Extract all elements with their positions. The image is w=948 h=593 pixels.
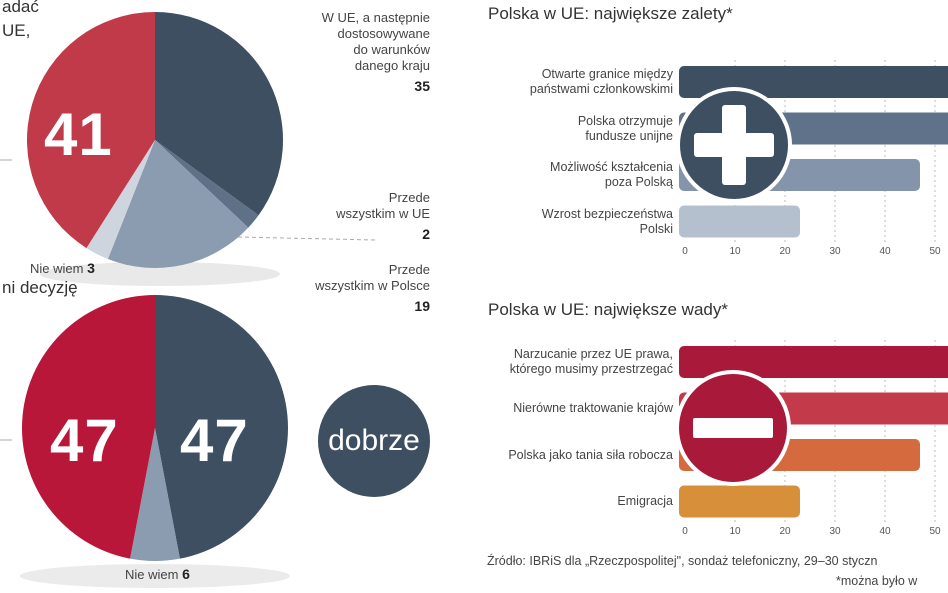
advantages-category-label: Polska otrzymuje fundusze unijne xyxy=(483,114,673,144)
advantages-category-line: Otwarte granice między xyxy=(541,67,673,81)
pie1-slice-1 xyxy=(155,12,283,216)
advantages-tick-label: 20 xyxy=(779,246,791,257)
label-mainly-ue-line-1: Przede xyxy=(388,190,430,205)
value-ue-then-adapted: 35 xyxy=(414,78,430,94)
label-dont-know-1: Nie wiem 3 xyxy=(30,260,95,277)
advantages-category-line: fundusze unijne xyxy=(585,128,673,143)
label-mainly-poland: Przede wszystkim w Polsce 19 xyxy=(250,262,430,314)
pie1-slice-0 xyxy=(27,12,156,249)
pie1-slice-4 xyxy=(86,140,155,260)
label-ue-line-3: do warunków xyxy=(353,42,430,57)
advantages-category-line: Możliwość kształcenia xyxy=(550,160,673,174)
header-fragment-1: adać xyxy=(2,0,39,16)
disadvantages-category-line: Narzucanie przez UE prawa, xyxy=(513,347,673,361)
disadvantages-category-line: Emigracja xyxy=(617,494,673,508)
minus-icon xyxy=(675,370,791,486)
pie2-header: ni decyzję xyxy=(2,278,78,297)
advantages-category-label: Możliwość kształcenia poza Polską xyxy=(483,160,673,190)
label-ue-line-1: W UE, a następnie xyxy=(321,10,430,25)
disadvantages-tick-label: 10 xyxy=(729,526,741,537)
pie2 xyxy=(21,295,289,561)
label-dont-know-2: Nie wiem 6 xyxy=(125,566,190,583)
dont-know-1-value: 3 xyxy=(87,260,95,276)
disadvantages-category-line: Nierówne traktowanie krajów xyxy=(513,401,673,415)
pie1-shadow xyxy=(40,262,280,286)
advantages-tick-label: 30 xyxy=(829,246,841,257)
disadvantages-tick-label: 50 xyxy=(929,526,941,537)
value-mainly-ue: 2 xyxy=(422,226,430,242)
advantages-tick-label: 50 xyxy=(929,246,941,257)
pie2-right-value: 47 xyxy=(180,407,249,474)
pie-charts xyxy=(0,12,376,588)
pie1-slice-2 xyxy=(155,140,259,228)
disadvantages-tick-label: 0 xyxy=(682,526,688,537)
label-mainly-ue: Przede wszystkim w UE 2 xyxy=(250,190,430,242)
advantages-tick-label: 40 xyxy=(879,246,891,257)
plus-icon xyxy=(676,87,792,203)
disadvantages-bar-0 xyxy=(679,346,948,378)
label-mainly-poland-line-1: Przede xyxy=(388,262,430,277)
advantages-category-line: państwami członkowskimi xyxy=(529,82,673,96)
advantages-category-line: Polska otrzymuje xyxy=(577,113,673,128)
disadvantages-tick-label: 30 xyxy=(829,526,841,537)
pie2-slice-2 xyxy=(130,428,180,561)
disadvantages-category-label: Polska jako tania siła robocza xyxy=(483,448,673,463)
disadvantages-tick-label: 20 xyxy=(779,526,791,537)
pie2-shadow xyxy=(20,564,290,588)
disadvantages-title: Polska w UE: największe wady* xyxy=(488,300,728,319)
disadvantages-category-label: Narzucanie przez UE prawa, którego musimy… xyxy=(483,347,673,377)
header-fragment-2: UE, xyxy=(2,21,31,40)
advantages-category-line: Polski xyxy=(639,221,673,236)
value-mainly-poland: 19 xyxy=(414,298,430,314)
advantages-category-line: Wzrost bezpieczeństwa xyxy=(541,206,673,221)
advantages-category-label: Wzrost bezpieczeństwa Polski xyxy=(483,207,673,237)
disadvantages-category-line: którego musimy przestrzegać xyxy=(509,362,673,376)
label-mainly-poland-line-2: wszystkim w Polsce xyxy=(315,278,430,293)
dont-know-2-value: 6 xyxy=(182,566,190,582)
source-line-2: *można było w xyxy=(836,574,918,588)
pie1-slice-3 xyxy=(107,140,249,268)
disadvantages-category-label: Nierówne traktowanie krajów xyxy=(483,401,673,416)
advantages-tick-label: 0 xyxy=(682,246,688,257)
pie2-left-value: 47 xyxy=(50,407,119,474)
label-ue-line-2: dostosowywane xyxy=(337,26,431,41)
pie1-big-value: 41 xyxy=(44,101,113,168)
advantages-tick-label: 10 xyxy=(729,246,741,257)
disadvantages-tick-label: 40 xyxy=(879,526,891,537)
disadvantages-category-label: Emigracja xyxy=(483,494,673,509)
pie2-slice-0 xyxy=(21,295,156,559)
pie1 xyxy=(27,12,283,268)
advantages-bar-3 xyxy=(679,205,800,238)
dont-know-1-text: Nie wiem xyxy=(30,261,84,276)
bar-charts xyxy=(675,60,948,522)
label-mainly-ue-line-2: wszystkim w UE xyxy=(336,206,430,221)
badge-dobrze: dobrze xyxy=(318,385,430,497)
advantages-category-line: poza Polską xyxy=(604,175,673,189)
source-line-1: Źródło: IBRiS dla „Rzeczpospolitej", son… xyxy=(487,554,878,568)
label-ue-line-4: danego kraju xyxy=(354,58,430,73)
label-ue-then-adapted: W UE, a następnie dostosowywane do warun… xyxy=(250,10,430,94)
disadvantages-category-line: Polska jako tania siła robocza xyxy=(508,447,673,462)
advantages-category-label: Otwarte granice między państwami członkow… xyxy=(483,67,673,97)
leader-line-ue xyxy=(237,236,376,241)
pie2-slice-1 xyxy=(155,295,289,559)
dont-know-2-text: Nie wiem xyxy=(125,567,179,582)
disadvantages-bar-3 xyxy=(679,485,800,518)
advantages-title: Polska w UE: największe zalety* xyxy=(488,4,733,23)
